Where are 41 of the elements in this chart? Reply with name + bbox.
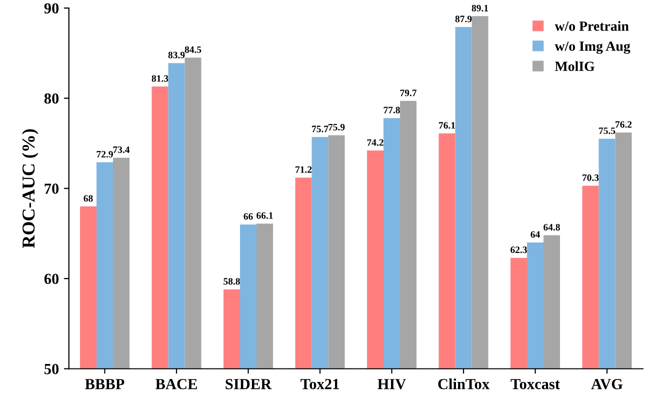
legend-label: MolIG: [554, 61, 594, 72]
x-tick-label: ClinTox: [438, 378, 490, 390]
data-label: 79.7: [400, 90, 417, 96]
y-tick-label: 80: [44, 93, 59, 104]
data-label: 72.9: [96, 150, 113, 158]
data-label: 64.8: [544, 224, 560, 231]
x-tick-label: Toxcast: [510, 379, 560, 390]
x-tick-label: SIDER: [226, 378, 272, 390]
y-axis-title: ROC-AUC (%): [22, 129, 38, 248]
y-tick-label: 50: [44, 364, 59, 374]
data-label: 81.3: [152, 75, 168, 82]
data-label: 71.2: [296, 166, 312, 173]
data-label: 77.8: [384, 106, 400, 114]
data-label: 76.1: [439, 122, 456, 129]
data-label: 89.1: [472, 4, 488, 12]
data-label: 66.1: [256, 212, 273, 219]
x-tick-label: BBBP: [85, 379, 124, 390]
data-label: 83.9: [168, 52, 185, 58]
data-label: 58.8: [224, 278, 240, 285]
data-label: 76.2: [616, 121, 632, 128]
data-label: 64: [530, 231, 540, 238]
y-tick-label: 60: [44, 274, 59, 284]
data-label: 73.4: [113, 146, 130, 154]
data-label: 74.2: [367, 139, 384, 146]
x-tick-label: HIV: [378, 379, 406, 390]
data-label: 62.3: [510, 246, 527, 254]
data-label: 84.5: [184, 46, 202, 53]
data-label: 87.9: [455, 16, 472, 22]
x-tick-label: AVG: [591, 378, 623, 390]
x-tick-label: BACE: [156, 378, 197, 390]
x-tick-label: Tox21: [300, 378, 339, 390]
data-label: 75.5: [599, 128, 616, 134]
data-label: 68: [84, 195, 93, 202]
legend-label: w/o Pretrain: [554, 21, 629, 31]
data-label: 66: [244, 213, 253, 220]
data-label: 75.7: [312, 126, 328, 132]
legend-label: w/o Img Aug: [554, 42, 630, 54]
data-label: 70.3: [582, 174, 599, 181]
data-label: 75.9: [328, 124, 345, 130]
y-tick-label: 70: [44, 184, 59, 194]
y-tick-label: 90: [44, 3, 59, 14]
